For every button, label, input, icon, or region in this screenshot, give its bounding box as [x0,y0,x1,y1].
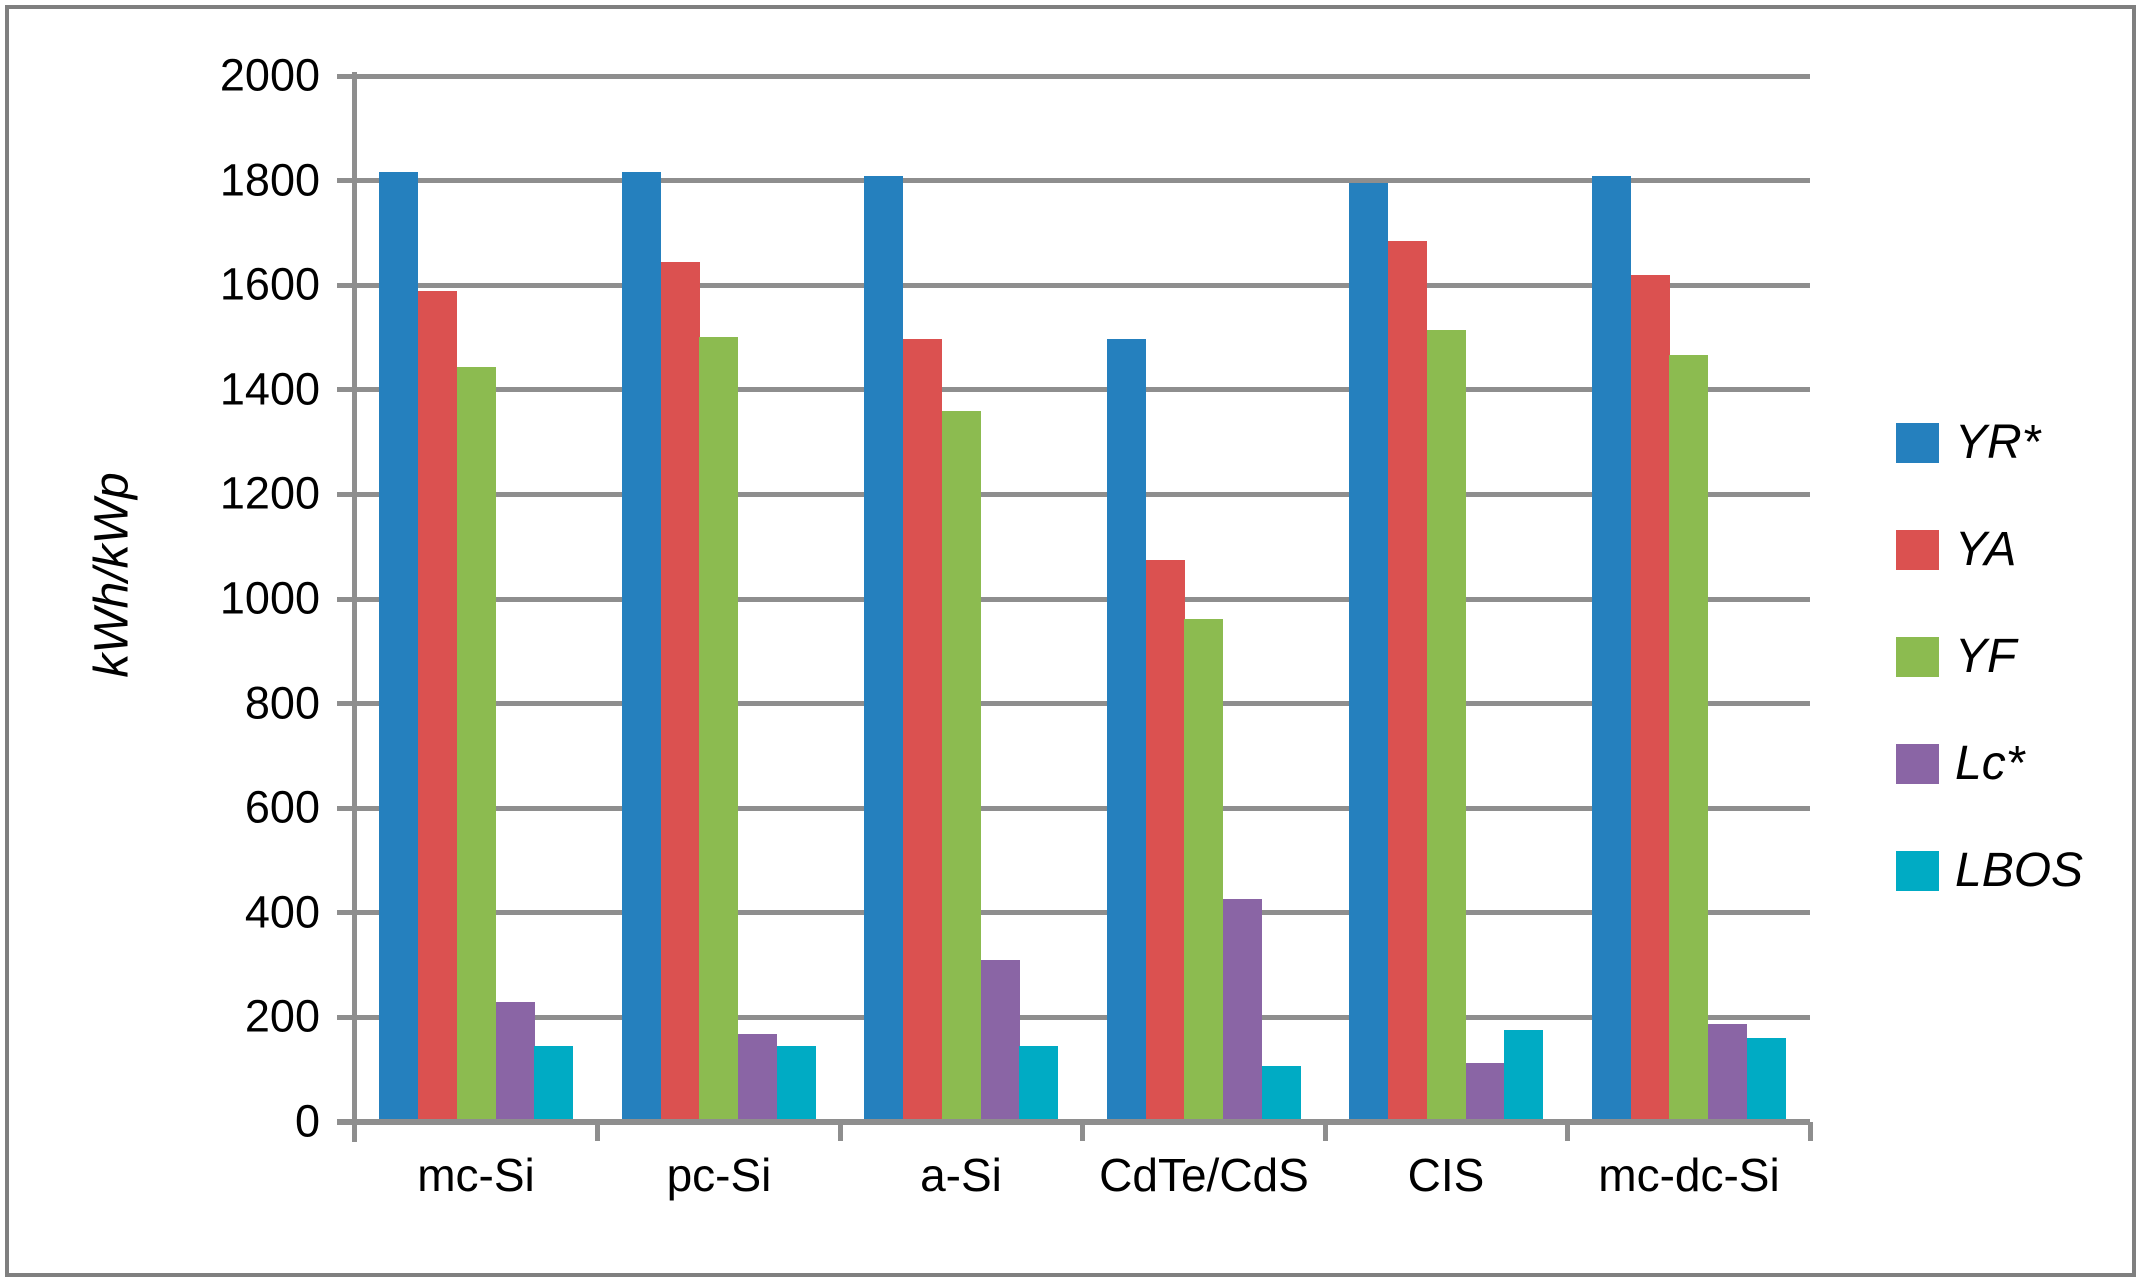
x-tick-label: pc-Si [666,1149,772,1201]
y-tick-label: 1800 [219,154,320,206]
gridline [337,387,1810,392]
bar [496,1002,535,1122]
legend-swatch [1896,744,1939,784]
x-axis-tick [595,1122,600,1141]
bar [1388,241,1427,1122]
bar [1019,1046,1058,1122]
bar [699,337,738,1122]
legend-item: YA [1896,523,2136,576]
gridline [337,910,1810,915]
x-axis-tick [838,1122,843,1141]
bar [1349,183,1388,1122]
bar [622,172,661,1122]
x-axis-tick [1323,1122,1328,1141]
bar [534,1046,573,1122]
x-axis-tick [1080,1122,1085,1141]
bar [981,960,1020,1122]
bar [738,1034,777,1122]
x-tick-label: mc-Si [417,1149,535,1201]
bar [1427,330,1466,1122]
x-tick-label: mc-dc-Si [1598,1149,1780,1201]
x-tick-label: a-Si [920,1149,1002,1201]
legend-label: YR* [1955,416,2041,469]
x-axis-tick [1565,1122,1570,1141]
y-axis-tick-labels: 0 200 400 600 800 1000 1200 1400 1600 1800 2000 [120,53,320,1144]
x-axis-line [337,1119,1810,1124]
bar [1592,176,1631,1122]
bar [1504,1030,1543,1122]
legend: YR* YA YF Lc* LBOS [1896,416,2136,955]
bar [1708,1024,1747,1122]
bar [457,367,496,1122]
plot-area [337,72,1813,1142]
bar [942,411,981,1122]
bar [418,291,457,1122]
gridline [337,701,1810,706]
bar [1223,899,1262,1122]
y-tick-label: 800 [244,677,320,729]
bar [1747,1038,1786,1122]
y-tick-label: 200 [244,990,320,1042]
gridline [337,178,1810,183]
bar [1146,560,1185,1122]
x-axis-tick [1808,1122,1813,1141]
legend-item: Lc* [1896,737,2136,790]
gridline [337,597,1810,602]
gridline [337,74,1810,79]
y-axis-line [352,72,357,1142]
y-tick-label: 600 [244,781,320,833]
legend-label: YF [1955,630,2017,683]
legend-label: LBOS [1955,844,2084,897]
y-tick-label: 1400 [219,363,320,415]
bar [1107,339,1146,1122]
legend-item: YR* [1896,416,2136,469]
y-tick-label: 1000 [219,572,320,624]
y-tick-label: 1600 [219,258,320,310]
legend-label: Lc* [1955,737,2025,790]
bar [1184,619,1223,1122]
bar [903,339,942,1122]
gridline [337,806,1810,811]
bar [379,172,418,1122]
legend-item: YF [1896,630,2136,683]
bar [864,176,903,1122]
bar [1631,275,1670,1122]
y-tick-label: 1200 [219,467,320,519]
bar [1262,1066,1301,1122]
x-tick-label: CdTe/CdS [1099,1149,1309,1201]
y-tick-label: 0 [294,1095,320,1147]
legend-item: LBOS [1896,844,2136,897]
y-tick-label: 2000 [219,49,320,101]
x-tick-label: CIS [1407,1149,1485,1201]
legend-swatch [1896,530,1939,570]
legend-swatch [1896,423,1939,463]
y-tick-label: 400 [244,886,320,938]
gridline [337,1015,1810,1020]
gridline [337,283,1810,288]
gridline [337,492,1810,497]
x-axis-labels: mc-Si pc-Si a-Si CdTe/CdS CIS mc-dc-Si [355,1152,1810,1232]
bar [1466,1063,1505,1122]
legend-label: YA [1955,523,2017,576]
bar [661,262,700,1122]
legend-swatch [1896,637,1939,677]
bar [777,1046,816,1122]
bar [1669,355,1708,1122]
legend-swatch [1896,851,1939,891]
